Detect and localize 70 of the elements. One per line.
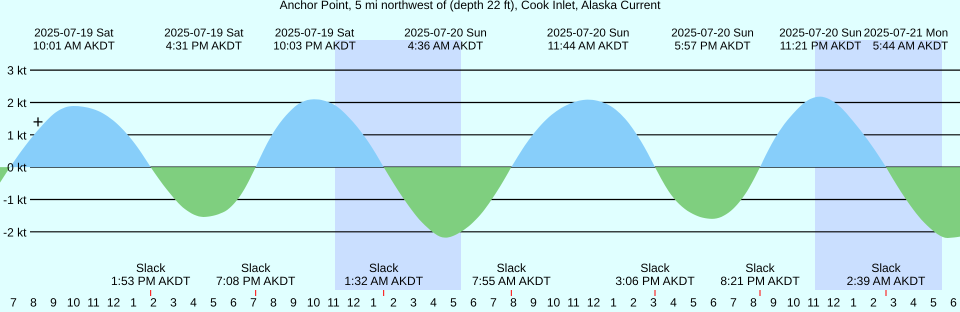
y-tick-label: 0 kt <box>7 160 28 175</box>
x-tick-label: 4 <box>670 296 678 310</box>
x-tick-label: 1 <box>610 296 618 310</box>
x-tick-label: 11 <box>327 296 340 310</box>
x-tick-label: 5 <box>450 296 458 310</box>
x-tick-label: 12 <box>586 296 600 310</box>
annotation: Slack 2:39 AM AKDT <box>846 261 926 288</box>
x-tick-label: 3 <box>890 296 898 310</box>
x-tick-label: 7 <box>730 296 738 310</box>
x2-tick-label: 2025-07-20 Sun 11:44 AM AKDT <box>546 28 630 52</box>
x-tick-label: 1 <box>370 296 378 310</box>
x-tick-label: 11 <box>87 296 100 310</box>
y-tick-label: -2 kt <box>3 225 28 240</box>
x2-tick-label: 2025-07-19 Sat 10:03 PM AKDT <box>273 28 356 52</box>
x2-tick-label: 2025-07-19 Sat 4:31 PM AKDT <box>164 28 244 52</box>
x2-tick-label: 2025-07-20 Sun 4:36 AM AKDT <box>404 28 487 52</box>
x-tick-label: 8 <box>750 296 758 310</box>
x-tick-label: 9 <box>530 296 538 310</box>
x-tick-label: 4 <box>430 296 438 310</box>
annotation: Slack 7:08 PM AKDT <box>216 261 296 288</box>
x-tick-label: 6 <box>230 296 238 310</box>
x-tick-label: 5 <box>930 296 938 310</box>
x-tick-label: 9 <box>290 296 298 310</box>
x-tick-label: 10 <box>306 296 320 310</box>
chart-title: Anchor Point, 5 mi northwest of (depth 22 ft), Cook Inlet, Alaska Current <box>280 0 662 12</box>
annotation: Slack 7:55 AM AKDT <box>472 261 552 288</box>
x-tick-label: 3 <box>170 296 178 310</box>
x-tick-label: 5 <box>210 296 218 310</box>
x-tick-label: 2 <box>870 296 878 310</box>
x-tick-label: 1 <box>130 296 138 310</box>
annotation: Slack 8:21 PM AKDT <box>720 261 800 288</box>
annotation: Slack 1:32 AM AKDT <box>344 261 424 288</box>
x-tick-label: 6 <box>710 296 718 310</box>
x-tick-label: 12 <box>826 296 840 310</box>
x-tick-label: 5 <box>690 296 698 310</box>
x-tick-label: 8 <box>510 296 518 310</box>
x-tick-label: 11 <box>807 296 820 310</box>
x-tick-label: 11 <box>567 296 580 310</box>
x-tick-label: 10 <box>546 296 560 310</box>
x-tick-label: 3 <box>410 296 418 310</box>
y-tick-label: 2 kt <box>7 96 28 110</box>
x-tick-label: 7 <box>10 296 18 310</box>
x-tick-label: 2 <box>150 296 158 310</box>
x-tick-label: 7 <box>490 296 498 310</box>
x-tick-label: 6 <box>950 296 958 310</box>
x-tick-label: 7 <box>250 296 258 310</box>
x-tick-label: 12 <box>346 296 360 310</box>
x-tick-label: 10 <box>786 296 800 310</box>
x-tick-label: 1 <box>850 296 858 310</box>
y-tick-label: -1 kt <box>3 192 28 207</box>
y-tick-label: 1 kt <box>7 128 28 142</box>
x-tick-label: 12 <box>106 296 120 310</box>
x-tick-label: 2 <box>630 296 638 310</box>
x2-tick-label: 2025-07-19 Sat 10:01 AM AKDT <box>32 28 115 52</box>
annotation: Slack 3:06 PM AKDT <box>615 261 696 288</box>
y-tick-label: 3 kt <box>7 64 28 78</box>
x-tick-label: 6 <box>470 296 478 310</box>
x2-tick-label: 2025-07-20 Sun 5:57 PM AKDT <box>671 28 754 52</box>
x-tick-label: 2 <box>390 296 398 310</box>
x2-tick-label: 2025-07-21 Mon 5:44 AM AKDT <box>864 28 948 52</box>
x-tick-label: 4 <box>190 296 198 310</box>
x-tick-label: 3 <box>650 296 658 310</box>
x-tick-label: 10 <box>66 296 80 310</box>
x-tick-label: 9 <box>50 296 58 310</box>
x-tick-label: 8 <box>30 296 38 310</box>
x-tick-label: 4 <box>910 296 918 310</box>
x-tick-label: 8 <box>270 296 278 310</box>
annotation: Slack 1:53 PM AKDT <box>110 261 192 288</box>
x-tick-label: 9 <box>770 296 778 310</box>
x2-tick-label: 2025-07-20 Sun 11:21 PM AKDT <box>779 28 862 52</box>
